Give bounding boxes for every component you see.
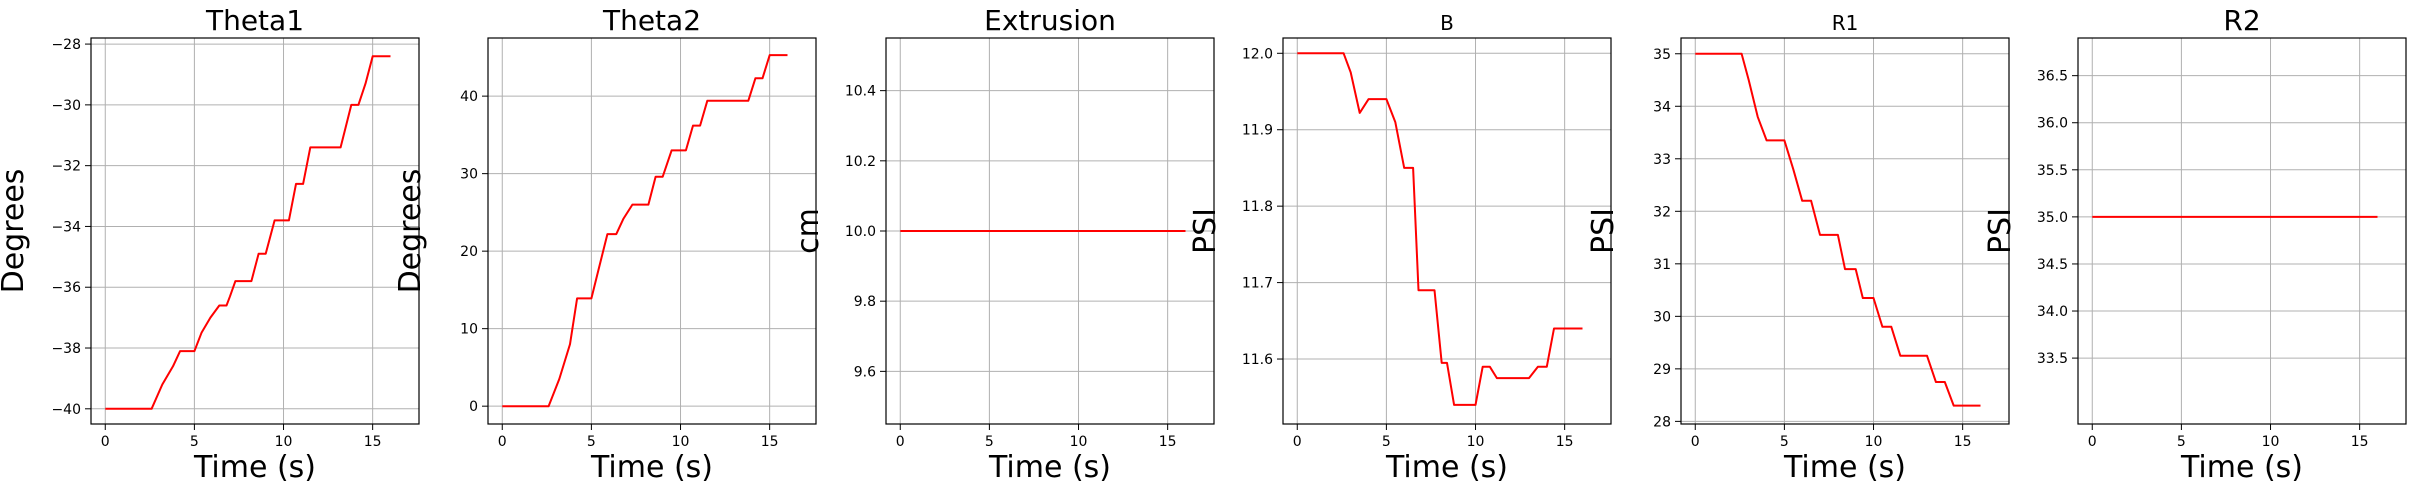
subplot-theta2: 0 5 10 15 0 10 20 30 40 Theta2 Time (s) Degrees <box>393 4 817 485</box>
y-tick-label: 34.5 <box>2037 257 2068 273</box>
y-tick-label: 10 <box>460 322 478 338</box>
y-tick-label: 35.5 <box>2037 163 2068 179</box>
x-axis-label: Time (s) <box>590 450 713 485</box>
data-line <box>502 54 788 408</box>
x-tick-label: 15 <box>364 434 382 450</box>
y-tick-label: 29 <box>1653 362 1671 378</box>
y-axis-label: Degrees <box>393 169 428 294</box>
x-tick-label: 5 <box>2177 434 2186 450</box>
y-tick-label: −36 <box>51 280 81 296</box>
y-tick-label: 10.4 <box>845 84 876 100</box>
y-tick-label: 11.6 <box>1242 352 1273 368</box>
data-line <box>1695 52 1981 407</box>
y-tick-label: 20 <box>460 244 478 260</box>
x-tick-label: 10 <box>672 434 690 450</box>
x-tick-label: 0 <box>2088 434 2097 450</box>
x-tick-label: 10 <box>1070 434 1088 450</box>
x-tick-label: 0 <box>1293 434 1302 450</box>
x-axis-label: Time (s) <box>1385 450 1508 485</box>
x-tick-label: 15 <box>2351 434 2369 450</box>
axes-frame <box>487 37 817 425</box>
y-tick-label: 10.2 <box>845 154 876 170</box>
y-tick-label: 11.7 <box>1242 276 1273 292</box>
x-tick-label: 0 <box>101 434 110 450</box>
x-tick-label: 10 <box>2262 434 2280 450</box>
subplot-r1: 0 5 10 15 28 29 30 31 32 33 34 35 R1 Time (s) PSI <box>1586 11 2010 485</box>
y-tick-label: 35 <box>1653 47 1671 63</box>
y-tick-label: 33 <box>1653 152 1671 168</box>
axes-frame <box>2077 37 2407 425</box>
y-tick-label: 28 <box>1653 414 1671 430</box>
x-tick-label: 0 <box>896 434 905 450</box>
x-tick-label: 10 <box>1865 434 1883 450</box>
y-tick-label: 12.0 <box>1242 46 1273 62</box>
x-tick-label: 5 <box>985 434 994 450</box>
subplot-title: Theta2 <box>602 4 701 37</box>
x-tick-label: 15 <box>1556 434 1574 450</box>
y-tick-label: −34 <box>51 219 81 235</box>
y-axis-label: PSI <box>1188 208 1223 254</box>
y-tick-label: −28 <box>51 37 81 53</box>
subplot-r2: 0 5 10 15 33.5 34.0 34.5 35.0 35.5 36.0 36.5 R2 Time… <box>1983 4 2407 485</box>
y-tick-label: 10.0 <box>845 224 876 240</box>
y-tick-label: −40 <box>51 402 81 418</box>
y-tick-label: 32 <box>1653 204 1671 220</box>
subplot-title: B <box>1440 11 1454 35</box>
x-tick-label: 10 <box>275 434 293 450</box>
subplot-theta1: 0 5 10 15 −40 −38 −36 −34 −32 −30 −28 Theta1 Time (s… <box>0 4 420 485</box>
y-tick-label: 31 <box>1653 257 1671 273</box>
x-tick-label: 5 <box>190 434 199 450</box>
x-tick-label: 15 <box>1954 434 1972 450</box>
y-tick-label: 34.0 <box>2037 304 2068 320</box>
x-tick-label: 5 <box>1780 434 1789 450</box>
y-tick-label: 9.8 <box>854 294 876 310</box>
y-axis-label: PSI <box>1983 208 2018 254</box>
y-tick-label: −38 <box>51 341 81 357</box>
x-axis-label: Time (s) <box>988 450 1111 485</box>
data-line <box>1297 52 1583 406</box>
y-tick-label: 30 <box>1653 309 1671 325</box>
axes-frame <box>1680 37 2010 425</box>
subplot-title: Extrusion <box>984 4 1116 37</box>
x-tick-label: 0 <box>498 434 507 450</box>
y-tick-label: 36.5 <box>2037 69 2068 85</box>
x-tick-label: 5 <box>1382 434 1391 450</box>
x-tick-label: 15 <box>761 434 779 450</box>
y-axis-label: Degrees <box>0 169 31 294</box>
y-tick-label: 35.0 <box>2037 210 2068 226</box>
y-tick-label: 30 <box>460 167 478 183</box>
y-tick-label: 11.8 <box>1242 199 1273 215</box>
axes-frame <box>90 37 420 425</box>
y-tick-label: 33.5 <box>2037 351 2068 367</box>
subplot-extrusion: 0 5 10 15 9.6 9.8 10.0 10.2 10.4 Extrusion Time (s… <box>791 4 1215 485</box>
axes-frame <box>1282 37 1612 425</box>
x-tick-label: 5 <box>587 434 596 450</box>
subplot-title: R2 <box>2223 4 2260 37</box>
y-tick-label: −30 <box>51 98 81 114</box>
y-tick-label: 11.9 <box>1242 123 1273 139</box>
subplot-b: 0 5 10 15 11.6 11.7 11.8 11.9 12.0 B Time (s) PSI <box>1188 11 1612 485</box>
y-tick-label: 36.0 <box>2037 116 2068 132</box>
y-tick-label: 0 <box>469 399 478 415</box>
subplot-title: R1 <box>1832 11 1859 35</box>
y-tick-label: −32 <box>51 159 81 175</box>
y-tick-label: 40 <box>460 89 478 105</box>
y-tick-label: 34 <box>1653 99 1671 115</box>
x-axis-label: Time (s) <box>1783 450 1906 485</box>
y-axis-label: cm <box>791 208 826 254</box>
y-tick-label: 9.6 <box>854 364 876 380</box>
subplot-title: Theta1 <box>205 4 304 37</box>
x-tick-label: 15 <box>1159 434 1177 450</box>
x-axis-label: Time (s) <box>193 450 316 485</box>
x-tick-label: 0 <box>1691 434 1700 450</box>
data-line <box>105 55 391 410</box>
y-axis-label: PSI <box>1586 208 1621 254</box>
x-tick-label: 10 <box>1467 434 1485 450</box>
x-axis-label: Time (s) <box>2180 450 2303 485</box>
